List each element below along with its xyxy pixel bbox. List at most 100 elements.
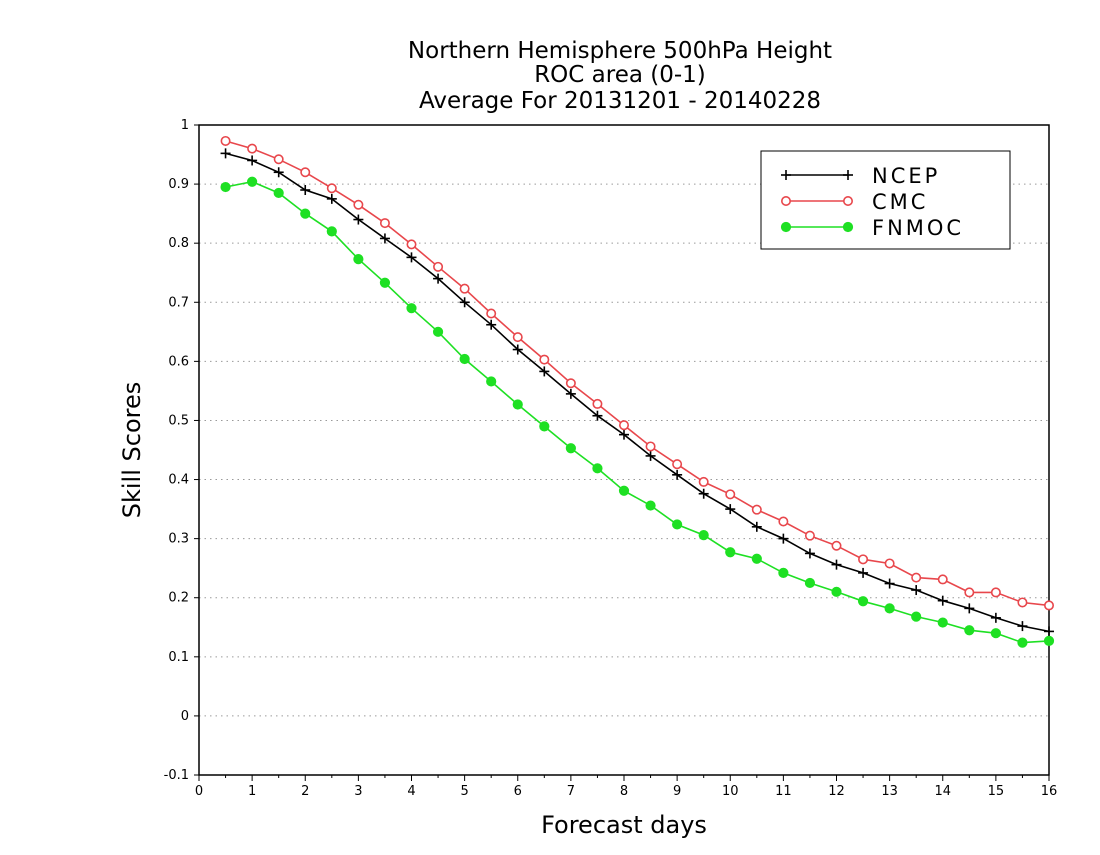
legend-label-ncep: NCEP <box>872 164 940 188</box>
data-point-ncep <box>725 504 736 515</box>
axis-ticks: -0.100.10.20.30.40.50.60.70.80.910 1 2 3 4 5 6… <box>164 118 1058 799</box>
title-line-1: Northern Hemisphere 500hPa Height <box>408 38 832 64</box>
data-point-fnmoc <box>512 399 523 410</box>
data-point-fnmoc <box>751 553 762 564</box>
legend-label-fnmoc: FNMOC <box>872 216 964 240</box>
data-point-ncep <box>804 548 815 559</box>
data-point-cmc <box>911 572 922 583</box>
x-tick-label: 11 <box>775 784 792 799</box>
series-fnmoc <box>220 176 1055 648</box>
data-point-cmc <box>1017 597 1028 608</box>
data-point-fnmoc <box>406 303 417 314</box>
series-ncep <box>220 148 1054 637</box>
data-point-cmc <box>300 167 311 178</box>
legend-marker-fnmoc <box>780 221 792 233</box>
series-line-cmc <box>225 140 1050 607</box>
data-point-cmc <box>725 489 736 500</box>
x-tick-label: 6 <box>514 784 522 799</box>
x-tick-label: 3 <box>354 784 362 799</box>
x-tick-label: 12 <box>828 784 845 799</box>
data-point-fnmoc <box>937 617 948 628</box>
chart-title: Northern Hemisphere 500hPa Height ROC ar… <box>408 38 832 114</box>
data-point-ncep <box>326 193 337 204</box>
data-point-ncep <box>778 533 789 544</box>
data-point-fnmoc <box>273 187 284 199</box>
data-point-fnmoc <box>645 500 656 511</box>
data-point-cmc <box>858 554 869 565</box>
y-tick-label: 0.8 <box>168 236 189 251</box>
data-point-cmc <box>990 587 1001 598</box>
data-point-fnmoc <box>804 577 816 589</box>
data-point-fnmoc <box>857 596 869 607</box>
data-point-ncep <box>831 559 842 570</box>
x-tick-label: 1 <box>248 784 256 799</box>
data-point-fnmoc <box>379 277 391 288</box>
legend-box <box>760 150 1011 250</box>
data-point-fnmoc <box>220 181 231 193</box>
data-point-cmc <box>884 558 895 569</box>
x-tick-label: 0 <box>195 784 203 799</box>
y-tick-label: 0.2 <box>168 591 189 606</box>
data-point-fnmoc <box>1043 635 1055 646</box>
y-tick-label: 0.3 <box>168 532 189 547</box>
data-point-fnmoc <box>539 421 550 432</box>
data-point-fnmoc <box>964 625 975 636</box>
x-tick-label: 9 <box>673 784 681 799</box>
x-tick-label: 15 <box>988 784 1005 799</box>
data-point-cmc <box>539 354 550 365</box>
data-point-cmc <box>433 261 444 272</box>
data-point-cmc <box>565 378 576 389</box>
data-point-cmc <box>645 441 656 452</box>
data-point-fnmoc <box>698 529 709 541</box>
data-point-cmc <box>512 332 523 343</box>
data-point-cmc <box>937 574 948 585</box>
data-point-cmc <box>778 516 789 527</box>
x-tick-label: 2 <box>301 784 309 799</box>
data-point-ncep <box>911 585 922 596</box>
legend-marker-cmc <box>842 196 853 207</box>
data-point-fnmoc <box>884 603 895 614</box>
legend-item-cmc: CMC <box>780 190 928 214</box>
data-point-ncep <box>379 233 390 244</box>
data-point-cmc <box>486 308 497 319</box>
data-point-cmc <box>618 420 629 431</box>
legend-item-fnmoc: FNMOC <box>780 216 964 240</box>
data-point-cmc <box>751 504 762 515</box>
legend-item-ncep: NCEP <box>781 164 940 188</box>
data-point-fnmoc <box>432 326 444 337</box>
data-point-ncep <box>433 273 444 284</box>
data-point-fnmoc <box>565 443 576 454</box>
legend-label-cmc: CMC <box>872 190 928 214</box>
data-point-fnmoc <box>353 254 364 265</box>
y-tick-label: -0.1 <box>164 768 189 783</box>
data-point-ncep <box>459 297 470 308</box>
data-point-ncep <box>486 319 497 330</box>
data-point-ncep <box>672 469 683 480</box>
data-point-ncep <box>406 252 417 263</box>
data-point-fnmoc <box>911 611 922 622</box>
data-point-fnmoc <box>247 176 258 187</box>
data-point-cmc <box>273 154 284 165</box>
data-point-fnmoc <box>459 353 470 365</box>
legend-marker-ncep <box>781 170 791 180</box>
data-point-ncep <box>937 595 948 606</box>
series-line-fnmoc <box>225 180 1050 644</box>
x-tick-label: 10 <box>722 784 739 799</box>
data-point-cmc <box>353 199 364 210</box>
series-line-ncep <box>225 152 1050 633</box>
data-point-cmc <box>592 398 603 409</box>
y-tick-label: 0.7 <box>168 295 189 310</box>
y-tick-label: 0 <box>181 709 189 724</box>
data-point-ncep <box>565 388 576 399</box>
data-point-cmc <box>831 540 842 551</box>
data-point-ncep <box>539 366 550 377</box>
data-point-fnmoc <box>672 519 683 530</box>
data-point-ncep <box>645 450 656 461</box>
data-point-ncep <box>512 344 523 355</box>
data-point-cmc <box>406 239 417 250</box>
x-tick-label: 8 <box>620 784 628 799</box>
data-point-ncep <box>990 612 1001 623</box>
data-point-ncep <box>619 429 629 440</box>
data-point-cmc <box>804 530 815 541</box>
data-point-ncep <box>698 488 709 499</box>
